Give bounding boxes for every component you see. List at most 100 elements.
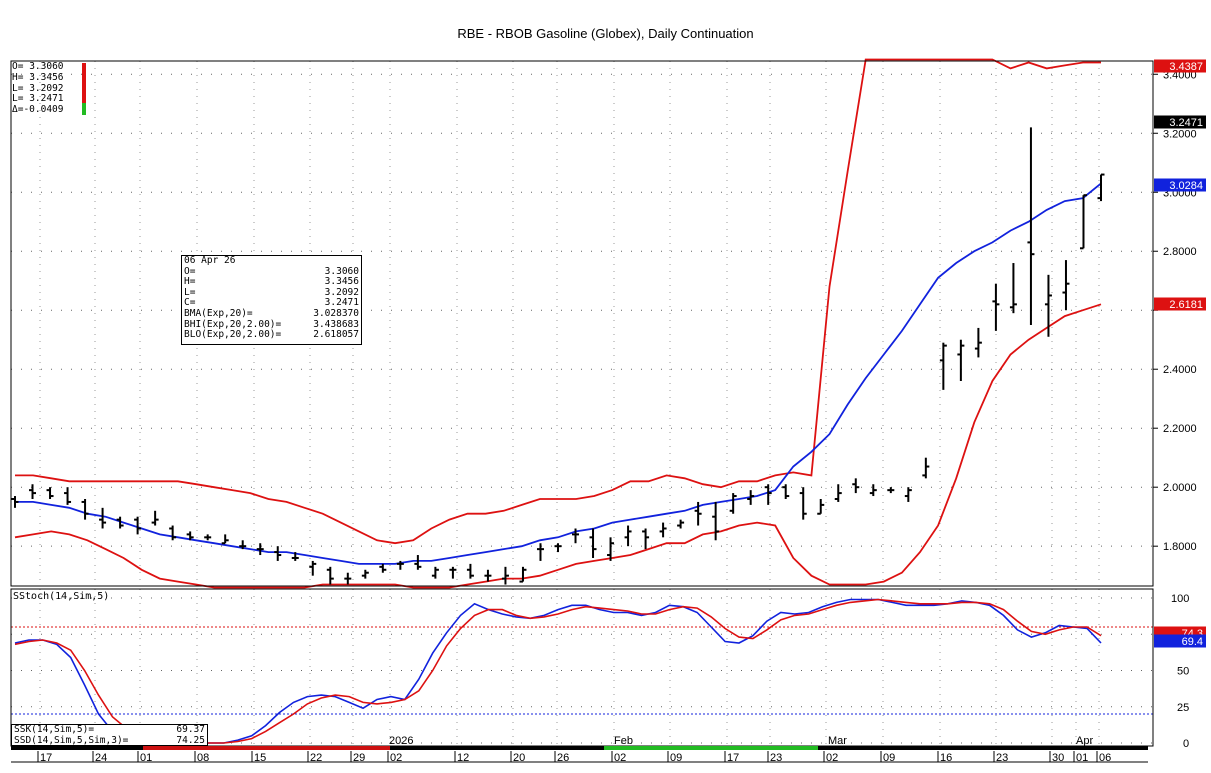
ohlc-bar [869,484,877,497]
ohlc-bar [677,519,685,529]
day-label: 23 [770,752,782,764]
price-panel-frame [10,60,1154,587]
day-label: 02 [614,752,626,764]
ohlc-bar [747,490,755,505]
stoch-values-box: SSK(14,Sim,5)= 69.37 SSD(14,Sim,5,Sim,3)=… [11,724,208,746]
ohlc-bar [239,540,247,550]
tag-blo: 2.6181 [1154,297,1206,311]
day-label: 17 [40,752,52,764]
ohlc-bar [764,484,772,505]
price-tick-label: 2.2000 [1163,423,1197,435]
price-tick-label: 3.2000 [1163,128,1197,140]
ohlc-bar [291,552,299,561]
ohlc-bar [466,563,474,579]
ohlc-bar [361,569,369,579]
stoch-ssd: SSD(14,Sim,5,Sim,3)= 74.25 [14,734,205,746]
ohlc-bar [1044,274,1052,337]
ohlc-low: L= 3.2092 [12,82,64,94]
stoch-tick-label: 100 [1171,593,1189,605]
ohlc-bar [46,487,54,499]
info-blo: BLO(Exp,20,2.00)= 2.618057 [184,329,359,341]
ohlc-bar [642,528,650,550]
ohlc-bar [1009,263,1017,314]
bma-line [15,182,1102,565]
ohlc-bar [817,498,825,515]
ohlc-bar [887,487,895,494]
bhi-line [15,58,1101,545]
ohlc-bar [834,484,842,502]
ohlc-bar [922,457,930,479]
ohlc-bar [589,528,597,558]
tag-bhi-bg [1154,59,1206,73]
ohlc-bar [221,534,229,545]
ohlc-bar [256,543,264,556]
ohlc-bar [151,510,159,526]
ohlc-bar [1062,260,1070,311]
stoch-tick-label: 0 [1183,738,1189,750]
ohlc-bar [326,566,334,585]
ohlc-bar [29,484,37,499]
ohlc-bar [81,498,89,520]
day-label: 09 [883,752,895,764]
ohlc-bar [309,560,317,576]
ohlc-bar [99,507,107,529]
day-label: 15 [254,752,266,764]
info-low: L= 3.2092 [184,286,359,298]
ohlc-bar [536,543,544,561]
month-label: Feb [614,735,633,747]
ohlc-bar [607,537,615,561]
ohlc-bar [939,342,947,390]
calendar-feb [604,746,818,750]
ohlc-swatch-green [82,103,86,115]
ohlc-bar [116,516,124,529]
ohlc-bar [134,516,142,535]
day-label: 20 [513,752,525,764]
stoch-label: SStoch(14,Sim,5) [13,591,110,602]
tag-close: 3.2471 [1154,115,1206,129]
ohlc-bar [169,525,177,541]
ohlc-bar [204,534,212,541]
stoch-tick-label: 50 [1177,666,1189,678]
tag-bma-bg [1154,178,1206,192]
calendar-jan [143,746,390,750]
day-label: 23 [996,752,1008,764]
price-tick-label: 2.0000 [1163,482,1197,494]
ohlc-last: L= 3.2471 [12,93,64,105]
day-label: 09 [670,752,682,764]
calendar-apr [1076,746,1148,750]
ohlc-bar [64,487,72,505]
ohlc-bar [957,339,965,382]
ohlc-readout: O= 3.3060 H= 3.3456 L= 3.2092 L= 3.2471 … [12,61,64,116]
day-label: 12 [457,752,469,764]
ohlc-bar [712,501,720,541]
stoch-tick-label: 25 [1177,702,1189,714]
ssd-line [14,598,1102,744]
info-bma: BMA(Exp,20)= 3.028370 [184,307,359,319]
day-label: 02 [826,752,838,764]
tag-bhi: 3.4387 [1154,59,1206,73]
stoch-ssk: SSK(14,Sim,5)= 69.37 [14,724,205,735]
ohlc-bar [519,566,527,583]
day-label: 06 [1099,752,1111,764]
ohlc-bar [1079,194,1087,250]
month-label: Mar [828,735,847,747]
blo-line [14,303,1102,589]
info-open: O= 3.3060 [184,265,359,277]
ohlc-bar [1027,127,1035,325]
calendar-strip [11,746,1148,750]
ohlc-bar [1097,173,1105,202]
ohlc-bar [501,566,509,585]
ohlc-bar [484,569,492,582]
ohlc-bar [396,560,404,570]
ohlc-bar [449,566,457,579]
ohlc-bar [659,522,667,538]
ohlc-bar [799,487,807,520]
day-label: 01 [1076,752,1088,764]
tag-close-bg [1154,115,1206,129]
day-label: 26 [557,752,569,764]
tag-blo-bg [1154,297,1206,311]
ohlc-bar [274,546,282,561]
day-label: 24 [95,752,107,764]
day-label: 22 [310,752,322,764]
